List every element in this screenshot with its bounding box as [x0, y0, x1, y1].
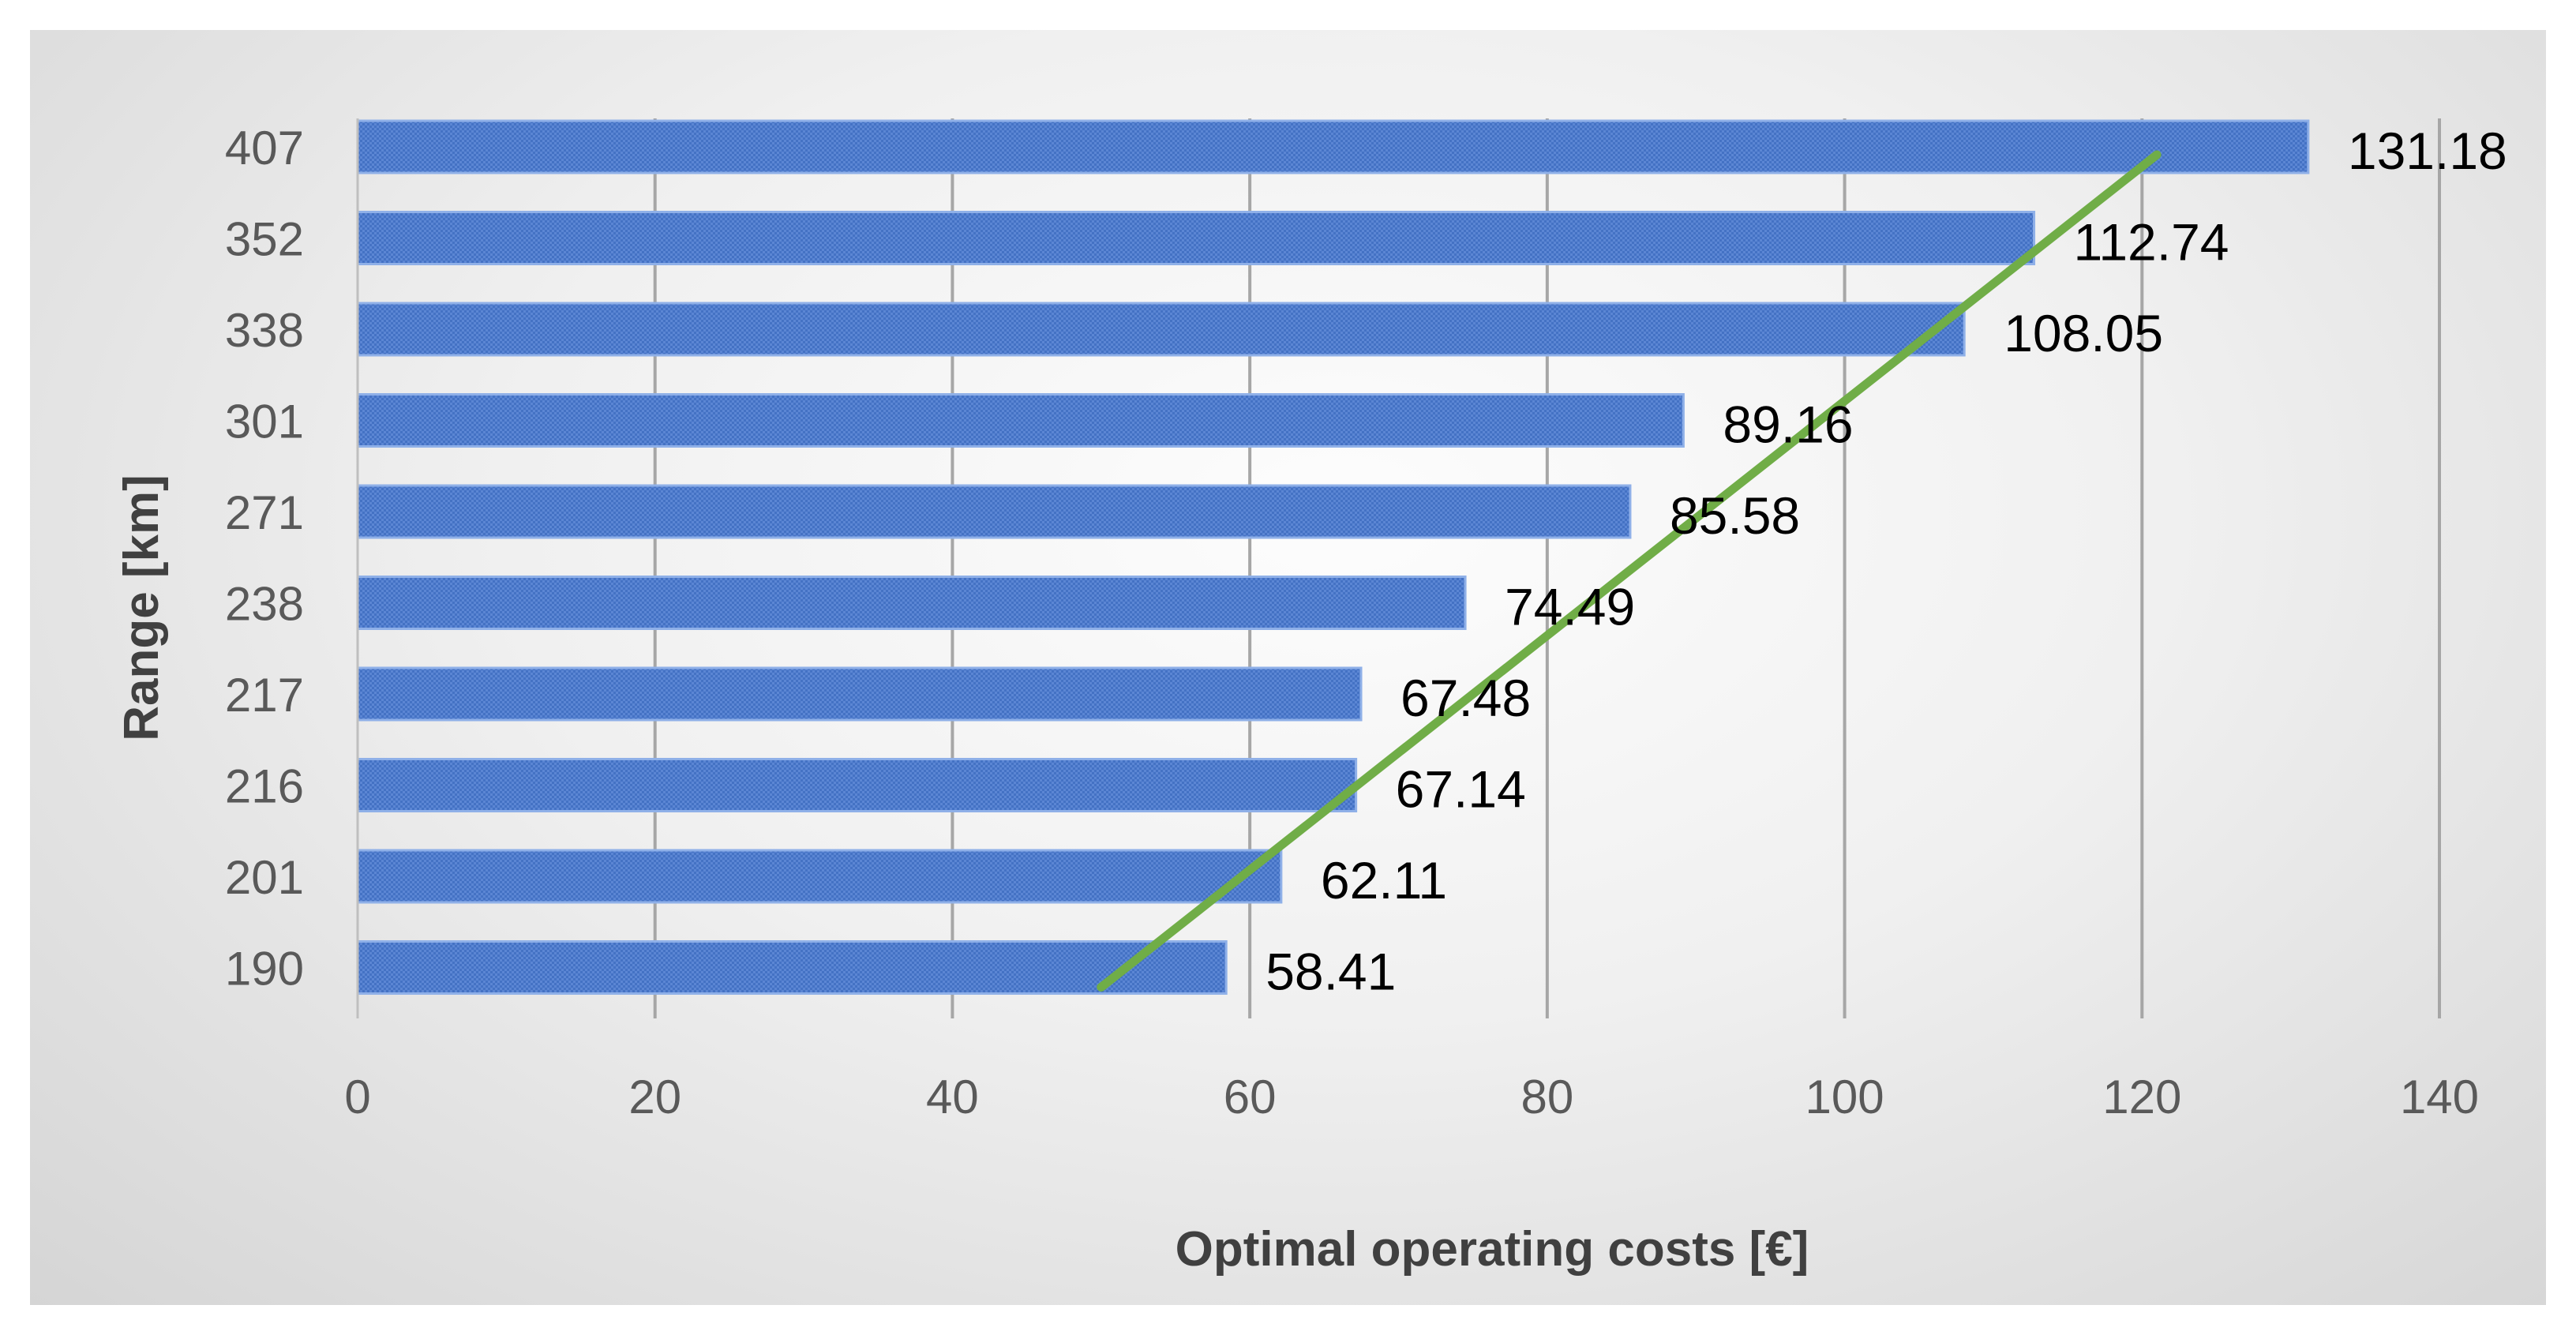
y-tick-label: 352 — [225, 213, 304, 266]
trendline — [1097, 150, 2162, 992]
data-labels: 58.41 62.11 67.14 67.48 74.49 85.58 89.16 108.0… — [1266, 122, 2507, 1001]
bar — [356, 758, 1358, 812]
axes: 0 20 40 60 80 100 120 140 190 201 216 217 238 271 301 3… — [225, 118, 2479, 1123]
y-tick-label: 217 — [225, 669, 304, 722]
y-tick-label: 407 — [225, 122, 304, 174]
x-tick-label: 40 — [926, 1071, 979, 1123]
bar — [356, 393, 1685, 448]
data-label: 67.14 — [1396, 760, 1526, 819]
bar — [356, 211, 2036, 265]
bar — [356, 666, 1363, 722]
x-tick-label: 80 — [1520, 1071, 1573, 1123]
gridlines — [653, 118, 2441, 1018]
y-tick-label: 338 — [225, 304, 304, 357]
x-tick-label: 0 — [344, 1071, 370, 1123]
y-tick-label: 190 — [225, 943, 304, 996]
y-tick-label: 238 — [225, 578, 304, 631]
x-tick-label: 20 — [628, 1071, 681, 1123]
y-tick-label: 271 — [225, 486, 304, 539]
data-label: 58.41 — [1266, 943, 1396, 1001]
data-label: 62.11 — [1321, 851, 1447, 909]
x-tick-label: 60 — [1224, 1071, 1277, 1123]
bars — [356, 119, 2310, 995]
data-label: 89.16 — [1723, 396, 1853, 454]
bar — [356, 119, 2310, 174]
x-axis-title: Optimal operating costs [€] — [1176, 1222, 1809, 1277]
data-label: 85.58 — [1670, 486, 1800, 545]
data-label: 67.48 — [1400, 669, 1531, 727]
data-label: 131.18 — [2348, 122, 2507, 180]
trendline-group — [1097, 150, 2162, 992]
bar — [356, 849, 1283, 904]
data-label: 112.74 — [2074, 213, 2229, 272]
bar — [356, 940, 1228, 995]
y-tick-label: 301 — [225, 396, 304, 448]
y-tick-label: 216 — [225, 760, 304, 813]
y-axis-title: Range [km] — [114, 474, 169, 741]
y-tick-label: 201 — [225, 851, 304, 904]
bar — [356, 302, 1966, 357]
bar — [356, 484, 1632, 539]
x-tick-label: 100 — [1805, 1071, 1884, 1123]
data-label: 74.49 — [1505, 578, 1635, 636]
x-tick-label: 120 — [2102, 1071, 2181, 1123]
x-tick-label: 140 — [2400, 1071, 2479, 1123]
bar — [356, 576, 1467, 630]
data-label: 108.05 — [2004, 304, 2163, 362]
